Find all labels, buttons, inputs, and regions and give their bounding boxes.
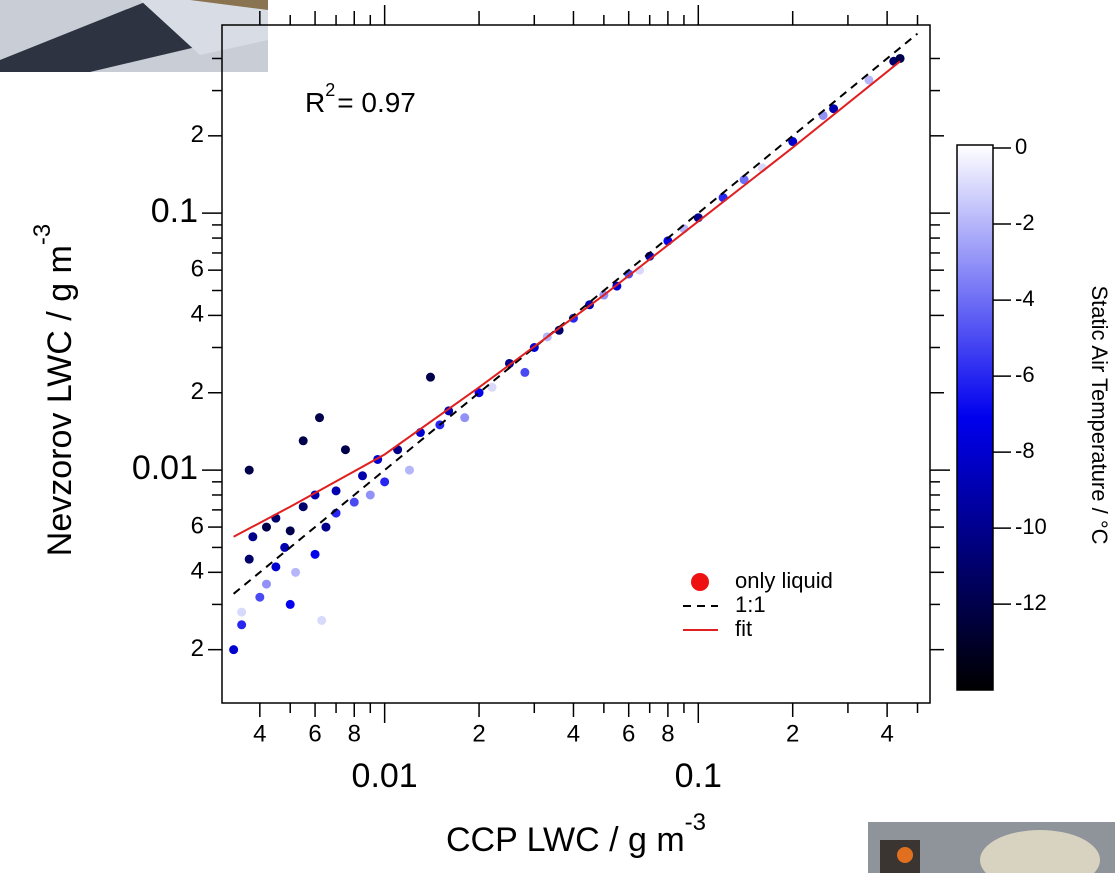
scatter-point	[291, 567, 301, 577]
scatter-point	[365, 490, 375, 500]
scatter-point	[349, 497, 359, 507]
scatter-point	[298, 436, 308, 446]
colorbar-tick-label: -6	[1015, 362, 1035, 387]
scatter-point	[460, 413, 470, 423]
scatter-point	[298, 502, 308, 512]
y-axis-title-sup: -3	[29, 224, 56, 245]
colorbar-tick-label: -12	[1015, 590, 1047, 615]
y-tick-label: 6	[191, 256, 204, 283]
scatter-point	[280, 542, 290, 552]
scatter-point	[244, 465, 254, 475]
y-tick-label: 2	[191, 378, 204, 405]
scatter-point	[321, 522, 331, 532]
plot-frame	[221, 24, 931, 704]
x-tick-label: 4	[567, 720, 580, 747]
scatter-point	[229, 645, 239, 655]
y-tick-label: 4	[191, 301, 204, 328]
x-tick-label: 8	[661, 720, 674, 747]
photo-fragment	[0, 0, 268, 72]
annotation-sup: 2	[325, 80, 335, 100]
legend-label: 1:1	[735, 592, 766, 617]
x-tick-label: 2	[472, 720, 485, 747]
colorbar	[956, 144, 994, 691]
scatter-point	[444, 406, 454, 416]
scatter-point	[317, 615, 327, 625]
y-tick-label: 0.1	[151, 192, 198, 230]
scatter-point	[310, 549, 320, 559]
scatter-point	[340, 445, 350, 455]
y-axis-title-text: Nevzorov LWC / g m	[41, 245, 79, 556]
scatter-point	[261, 579, 271, 589]
scatter-point	[244, 554, 254, 564]
scatter-point	[554, 325, 564, 335]
x-tick-label: 0.01	[352, 757, 418, 795]
scatter-point	[487, 382, 497, 392]
x-axis-title-text: CCP LWC / g m	[446, 821, 685, 859]
scatter-point	[248, 532, 258, 542]
x-tick-label: 8	[348, 720, 361, 747]
x-axis-title-sup: -3	[685, 809, 706, 836]
colorbar-tick-label: -2	[1015, 210, 1035, 235]
scatter-point	[331, 486, 341, 496]
x-tick-label: 0.1	[675, 757, 722, 795]
scatter-point	[895, 53, 905, 63]
scatter-point	[739, 175, 749, 185]
scatter-point	[425, 372, 435, 382]
fit-line	[233, 60, 901, 538]
one-to-one-line	[232, 32, 919, 595]
y-tick-label: 2	[191, 635, 204, 662]
y-tick-label: 0.01	[132, 449, 198, 487]
annotation-text: = 0.97	[337, 87, 416, 118]
scatter-point	[237, 607, 247, 617]
annotation: R2= 0.97	[305, 80, 416, 119]
scatter-point	[315, 413, 325, 423]
legend-marker	[691, 573, 709, 591]
colorbar-tick-label: -8	[1015, 438, 1035, 463]
scatter-point	[261, 522, 271, 532]
scatter-point	[255, 592, 265, 602]
x-tick-label: 6	[622, 720, 635, 747]
colorbar-tick-label: -10	[1015, 514, 1047, 539]
y-tick-label: 2	[191, 121, 204, 148]
scatter-point	[788, 137, 798, 147]
colorbar-tick-label: 0	[1015, 134, 1027, 159]
scatter-point	[285, 526, 295, 536]
scatter-point	[285, 599, 295, 609]
colorbar-tick-label: -4	[1015, 286, 1035, 311]
photo-fragment	[868, 822, 1115, 873]
x-axis-title: CCP LWC / g m-3	[446, 809, 706, 859]
legend-label: fit	[735, 616, 752, 641]
annotation-base: R	[305, 87, 325, 118]
x-tick-label: 4	[880, 720, 893, 747]
x-tick-label: 2	[786, 720, 799, 747]
scatter-point	[829, 104, 839, 114]
y-tick-label: 4	[191, 558, 204, 585]
scatter-point	[520, 367, 530, 377]
scatter-point	[380, 477, 390, 487]
x-tick-label: 4	[253, 720, 266, 747]
scatter-point	[237, 620, 247, 630]
x-tick-label: 6	[308, 720, 321, 747]
y-tick-label: 6	[191, 512, 204, 539]
scatter-point	[404, 465, 414, 475]
scatter-point	[358, 471, 368, 481]
y-axis-title: Nevzorov LWC / g m-3	[29, 224, 79, 556]
colorbar-title: Static Air Temperature / °C	[1087, 285, 1112, 544]
scatter-point	[864, 75, 874, 85]
scatter-point	[271, 562, 281, 572]
legend-label: only liquid	[735, 568, 833, 593]
